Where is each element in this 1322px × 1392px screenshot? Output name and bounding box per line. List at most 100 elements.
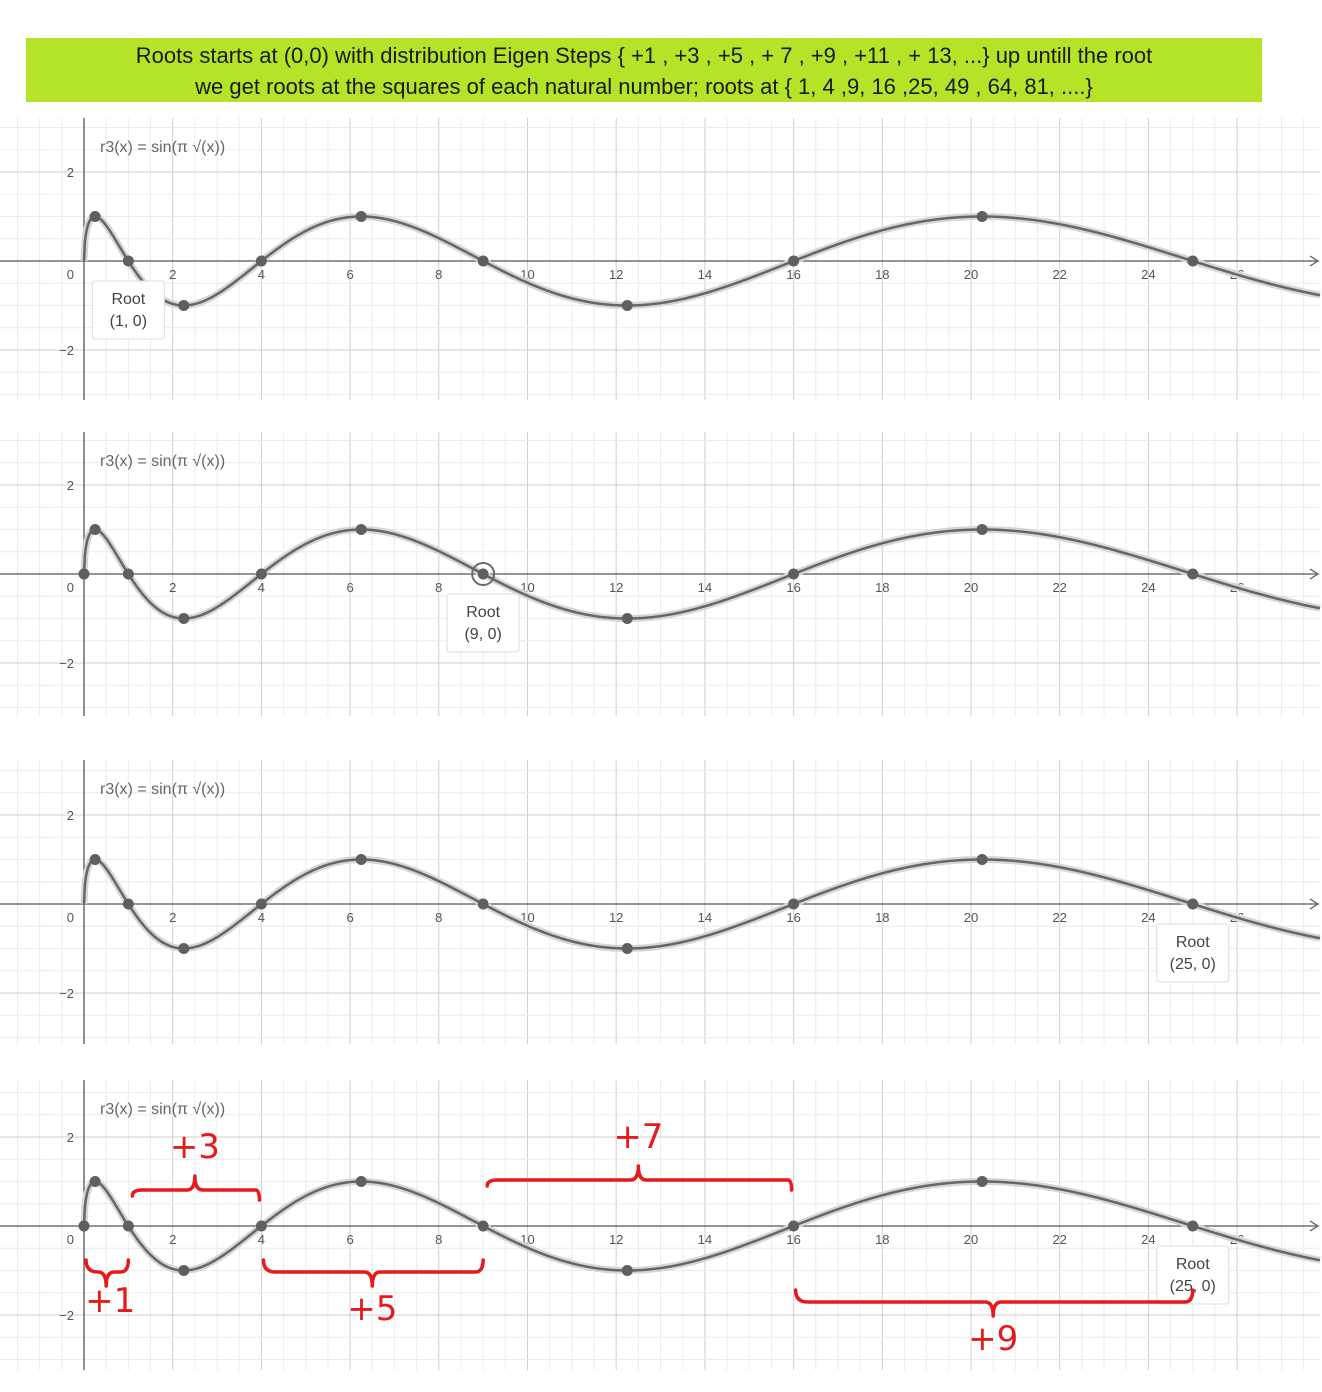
callout-title: Root: [466, 604, 500, 621]
step-label: +5: [347, 1289, 397, 1329]
data-point[interactable]: [89, 211, 101, 222]
x-tick-label: 22: [1052, 267, 1066, 282]
step-brace: [793, 1288, 1195, 1318]
y-tick-label: −2: [59, 986, 74, 1001]
data-point[interactable]: [1187, 1220, 1199, 1232]
data-point[interactable]: [788, 1220, 800, 1232]
data-point[interactable]: [976, 211, 988, 222]
step-label: +7: [613, 1117, 663, 1157]
data-point[interactable]: [89, 524, 101, 535]
y-tick-label: 0: [67, 910, 74, 925]
root-callout: Root (1, 0): [91, 280, 165, 340]
y-tick-label: 0: [67, 267, 74, 282]
x-tick-label: 12: [609, 267, 623, 282]
data-point[interactable]: [976, 524, 988, 535]
data-point[interactable]: [78, 568, 90, 580]
data-point[interactable]: [976, 1176, 988, 1187]
y-tick-label: 2: [67, 1130, 74, 1145]
x-tick-label: 12: [609, 580, 623, 595]
function-curve[interactable]: [82, 1180, 1321, 1272]
data-point[interactable]: [89, 1176, 101, 1187]
data-point[interactable]: [122, 255, 134, 267]
grid: [0, 760, 1320, 1044]
selected-point-ring[interactable]: [471, 562, 496, 586]
data-point[interactable]: [621, 613, 633, 624]
callout-title: Root: [111, 291, 145, 308]
data-point[interactable]: [477, 255, 489, 267]
function-label: r3(x) = sin(π √(x)): [100, 1101, 225, 1118]
data-point[interactable]: [621, 300, 633, 311]
x-tick-label: 6: [346, 580, 353, 595]
x-tick-label: 6: [346, 1232, 353, 1247]
x-axis-arrow: [1309, 898, 1320, 910]
x-tick-label: 18: [875, 910, 889, 925]
data-point[interactable]: [255, 898, 267, 910]
x-tick-label: 2: [169, 910, 176, 925]
function-curve[interactable]: [82, 858, 1321, 950]
y-tick-label: −2: [59, 656, 74, 671]
data-point[interactable]: [122, 898, 134, 910]
data-point[interactable]: [976, 854, 988, 865]
data-point[interactable]: [355, 211, 367, 222]
data-point[interactable]: [255, 255, 267, 267]
data-point[interactable]: [355, 524, 367, 535]
title-banner: Roots starts at (0,0) with distribution …: [26, 38, 1262, 102]
function-curve[interactable]: [82, 528, 1321, 620]
callout-box: [446, 593, 520, 653]
callout-title: Root: [1176, 934, 1210, 951]
data-point[interactable]: [178, 943, 190, 954]
data-point[interactable]: [89, 854, 101, 865]
y-tick-label: −2: [59, 343, 74, 358]
data-point[interactable]: [788, 898, 800, 910]
function-label: r3(x) = sin(π √(x)): [100, 453, 225, 470]
step-brace: [485, 1164, 794, 1192]
data-point[interactable]: [178, 300, 190, 311]
data-point[interactable]: [477, 898, 489, 910]
data-point[interactable]: [621, 1265, 633, 1276]
x-tick-label: 8: [435, 910, 442, 925]
x-tick-label: 18: [875, 580, 889, 595]
x-tick-label: 22: [1052, 580, 1066, 595]
step-label: +1: [85, 1281, 135, 1321]
data-point[interactable]: [122, 568, 134, 580]
callout-coords: (1, 0): [110, 313, 147, 330]
function-curve[interactable]: [82, 215, 1321, 307]
data-point[interactable]: [477, 568, 489, 580]
step-label: +9: [968, 1319, 1018, 1359]
data-point[interactable]: [355, 1176, 367, 1187]
data-point[interactable]: [1187, 568, 1199, 580]
data-point[interactable]: [178, 613, 190, 624]
data-point[interactable]: [255, 568, 267, 580]
data-point[interactable]: [255, 1220, 267, 1232]
y-tick-label: 0: [67, 1232, 74, 1247]
data-point[interactable]: [78, 1220, 90, 1232]
x-tick-label: 4: [258, 580, 265, 595]
data-point[interactable]: [788, 568, 800, 580]
x-axis-arrow: [1309, 255, 1320, 267]
x-tick-label: 2: [169, 580, 176, 595]
data-point[interactable]: [178, 1265, 190, 1276]
data-point[interactable]: [788, 255, 800, 267]
x-tick-label: 24: [1141, 580, 1155, 595]
y-tick-label: 2: [67, 165, 74, 180]
root-callout: Root (25, 0): [1156, 923, 1230, 983]
data-point[interactable]: [122, 1220, 134, 1232]
data-point[interactable]: [1187, 255, 1199, 267]
callout-title: Root: [1176, 1256, 1210, 1273]
callout-coords: (9, 0): [464, 626, 501, 643]
x-tick-label: 20: [964, 1232, 978, 1247]
data-point[interactable]: [355, 854, 367, 865]
data-point[interactable]: [477, 1220, 489, 1232]
y-tick-label: −2: [59, 1308, 74, 1323]
x-tick-label: 4: [258, 267, 265, 282]
x-tick-label: 8: [435, 580, 442, 595]
function-label: r3(x) = sin(π √(x)): [100, 781, 225, 798]
data-point[interactable]: [621, 943, 633, 954]
callout-coords: (25, 0): [1170, 1278, 1216, 1295]
x-tick-label: 24: [1141, 1232, 1155, 1247]
data-point[interactable]: [1187, 898, 1199, 910]
x-tick-label: 2: [169, 267, 176, 282]
